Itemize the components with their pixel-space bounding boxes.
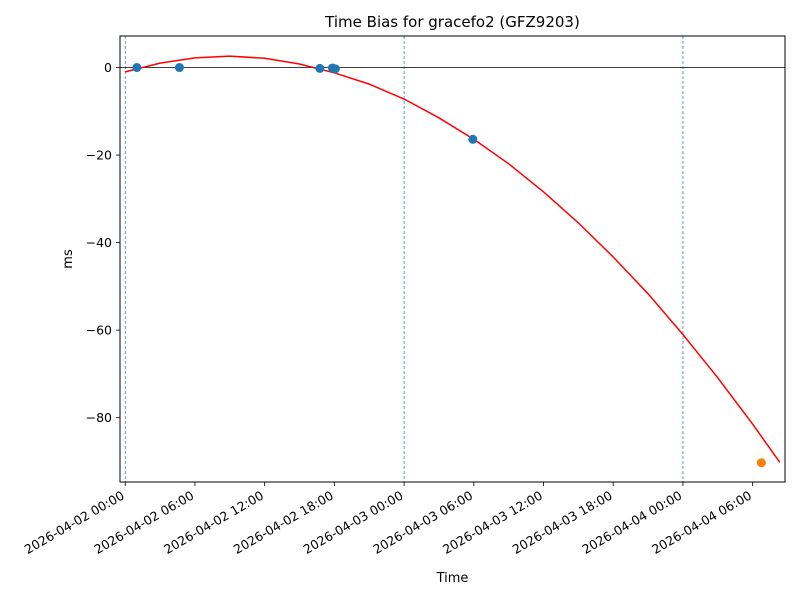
data-point	[174, 63, 184, 73]
y-tick-label: −40	[86, 235, 112, 250]
y-axis-label: ms	[61, 249, 76, 269]
y-tick-label: −80	[86, 410, 112, 425]
highlighted-data-point	[756, 458, 766, 468]
data-point	[330, 64, 340, 74]
y-tick-label: −60	[86, 323, 112, 338]
data-point	[468, 134, 478, 144]
x-axis-label: Time	[436, 571, 469, 586]
data-point	[132, 63, 142, 73]
plot-frame	[119, 35, 786, 483]
chart-title: Time Bias for gracefo2 (GFZ9203)	[324, 13, 580, 31]
y-tick-label: 0	[104, 60, 112, 75]
data-point	[315, 63, 325, 73]
fit-curve-line	[125, 55, 781, 463]
y-tick-label: −20	[86, 148, 112, 163]
